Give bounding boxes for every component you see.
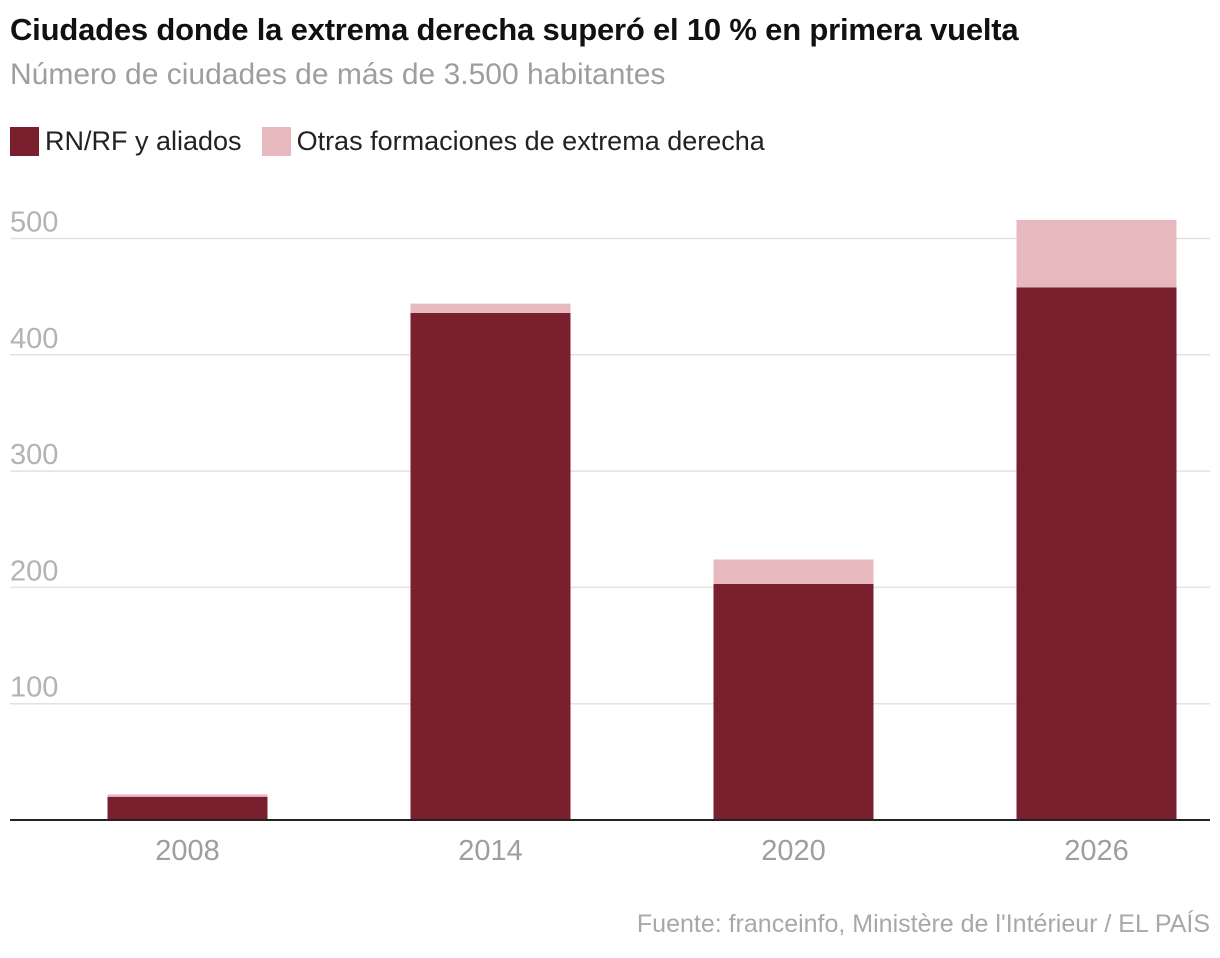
bar-2026-series-0 [1016,287,1177,820]
bar-2020-series-1 [713,559,874,584]
legend-swatch-otras [261,127,291,156]
bar-2014-series-0 [410,312,571,820]
chart-subtitle: Número de ciudades de más de 3.500 habit… [10,58,666,91]
legend-swatch-rn [10,127,39,156]
legend-item-otras: Otras formaciones de extrema derecha [261,126,765,157]
bar-2020-series-0 [713,583,874,820]
bar-2008-series-0 [107,796,268,820]
bar-2008-series-1 [107,794,268,797]
source-note: Fuente: franceinfo, Ministère de l'Intér… [636,910,1210,938]
bar-2014-series-1 [410,303,571,313]
legend: RN/RF y aliados Otras formaciones de ext… [10,126,785,157]
bar-chart: 100 200 300 400 500 2008 2014 2020 2026 [10,207,1210,867]
y-tick-label-200: 200 [10,555,58,587]
x-tick-label-2014: 2014 [458,835,523,867]
y-tick-label-500: 500 [10,207,58,239]
x-tick-label-2008: 2008 [155,835,220,867]
y-tick-label-100: 100 [10,672,58,704]
y-tick-label-400: 400 [10,323,58,355]
bar-2026-series-1 [1016,219,1177,288]
legend-label-rn: RN/RF y aliados [45,126,242,156]
legend-label-otras: Otras formaciones de extrema derecha [296,126,765,156]
x-tick-label-2026: 2026 [1064,835,1129,867]
x-tick-label-2020: 2020 [761,835,826,867]
legend-item-rn: RN/RF y aliados [10,126,242,157]
y-tick-label-300: 300 [10,439,58,471]
chart-title: Ciudades donde la extrema derecha superó… [10,12,1019,47]
